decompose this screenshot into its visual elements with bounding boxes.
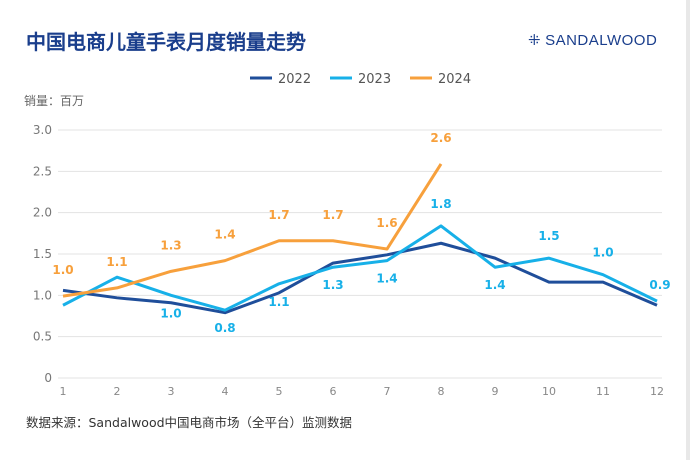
- data-label: 1.0: [52, 263, 73, 277]
- data-label: 1.1: [268, 295, 289, 309]
- data-label: 1.0: [160, 306, 181, 320]
- data-label: 0.8: [214, 321, 235, 335]
- legend-label: 2023: [358, 72, 391, 87]
- data-label: 1.7: [268, 208, 289, 222]
- data-label: 2.6: [430, 131, 451, 145]
- x-tick-label: 2: [114, 385, 121, 398]
- series-line-2023: [62, 224, 658, 312]
- x-tick-label: 8: [438, 385, 445, 398]
- y-tick-label: 1.5: [33, 247, 52, 261]
- x-tick-label: 1: [60, 385, 67, 398]
- logo-star-icon: ⁜: [528, 32, 542, 49]
- y-tick-label: 0.5: [33, 330, 52, 344]
- legend-label: 2024: [438, 72, 471, 87]
- y-tick-label: 0: [44, 371, 52, 385]
- data-label: 1.3: [322, 278, 343, 292]
- data-label: 1.7: [322, 208, 343, 222]
- y-tick-label: 2.0: [33, 206, 52, 220]
- x-tick-label: 11: [596, 385, 610, 398]
- chart-title: 中国电商儿童手表月度销量走势: [26, 30, 306, 54]
- x-tick-label: 7: [384, 385, 391, 398]
- data-label: 1.0: [592, 246, 613, 260]
- series-line-2024: [62, 163, 443, 298]
- x-tick-label: 5: [276, 385, 283, 398]
- data-label: 1.5: [538, 229, 559, 243]
- source-note: 数据来源：Sandalwood中国电商市场（全平台）监测数据: [26, 415, 353, 430]
- series-line-2022: [62, 241, 658, 315]
- y-tick-label: 3.0: [33, 123, 52, 137]
- x-tick-label: 4: [222, 385, 229, 398]
- x-tick-label: 12: [650, 385, 664, 398]
- data-label: 1.4: [484, 278, 505, 292]
- x-tick-label: 6: [330, 385, 337, 398]
- y-tick-label: 1.0: [33, 288, 52, 302]
- data-label: 0.9: [649, 278, 670, 292]
- data-label: 1.1: [106, 255, 127, 269]
- data-label: 1.8: [430, 197, 451, 211]
- data-label: 1.3: [160, 238, 181, 252]
- legend-label: 2022: [278, 72, 311, 87]
- y-tick-label: 2.5: [33, 164, 52, 178]
- data-label: 1.4: [376, 272, 397, 286]
- x-tick-label: 10: [542, 385, 556, 398]
- x-tick-label: 9: [492, 385, 499, 398]
- logo-text: SANDALWOOD: [545, 31, 658, 49]
- data-label: 1.6: [376, 216, 397, 230]
- data-label: 1.4: [214, 228, 235, 242]
- right-border: [686, 0, 690, 460]
- x-tick-label: 3: [168, 385, 175, 398]
- y-axis-unit: 销量：百万: [24, 94, 85, 108]
- brand-logo: ⁜ SANDALWOOD: [528, 31, 658, 50]
